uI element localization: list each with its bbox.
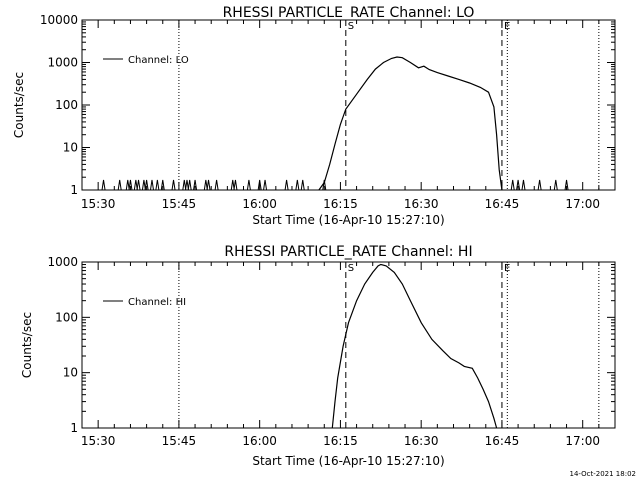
noise-spike: [300, 179, 305, 191]
x-tick-label: 15:45: [162, 197, 197, 211]
marker-label-s: S: [348, 263, 354, 274]
y-tick-label: 1: [70, 421, 78, 435]
noise-spike: [117, 179, 122, 191]
x-tick-label: 16:00: [242, 197, 277, 211]
noise-spike: [125, 179, 130, 191]
noise-spike: [564, 179, 569, 191]
noise-spike: [516, 179, 521, 191]
x-tick-label: 16:45: [485, 434, 520, 448]
noise-spike: [141, 179, 146, 191]
y-tick-label: 10: [63, 366, 78, 380]
hi-channel-panel: RHESSI PARTICLE_RATE Channel: HI Counts/s…: [20, 244, 616, 468]
noise-spike: [537, 179, 542, 191]
y-tick-label: 1: [70, 183, 78, 197]
noise-spike: [206, 179, 211, 191]
y-axis-label: Counts/sec: [12, 72, 26, 138]
x-tick-label: 16:30: [404, 434, 439, 448]
noise-spike: [144, 179, 149, 191]
x-tick-label: 15:30: [81, 434, 116, 448]
legend-label: Channel: LO: [128, 55, 189, 66]
y-axis-label: Counts/sec: [20, 312, 34, 378]
legend-label: Channel: HI: [128, 297, 186, 308]
noise-spike: [257, 179, 262, 191]
lo-channel-panel: RHESSI PARTICLE_RATE Channel: LO Counts/s…: [12, 5, 616, 227]
series-line: [331, 263, 498, 429]
y-tick-label: 10: [63, 141, 78, 155]
noise-spike: [193, 179, 198, 191]
noise-spike: [295, 179, 300, 191]
noise-spike: [101, 179, 106, 191]
noise-spike: [155, 179, 160, 191]
x-axis-label: Start Time (16-Apr-10 15:27:10): [252, 454, 444, 468]
noise-spike: [214, 179, 219, 191]
x-tick-label: 16:30: [404, 197, 439, 211]
noise-spike: [263, 179, 268, 191]
x-tick-label: 16:45: [485, 197, 520, 211]
noise-spike: [510, 179, 515, 191]
noise-spike: [230, 179, 235, 191]
y-tick-label: 1000: [47, 56, 78, 70]
noise-spike: [171, 179, 176, 191]
marker-label-e: E: [504, 263, 510, 274]
noise-spike: [149, 179, 154, 191]
noise-spike: [136, 179, 141, 191]
x-tick-label: 16:00: [242, 434, 277, 448]
x-tick-label: 15:30: [81, 197, 116, 211]
noise-spike: [322, 179, 327, 191]
noise-spike: [553, 179, 558, 191]
y-tick-label: 1000: [47, 255, 78, 269]
x-axis-label: Start Time (16-Apr-10 15:27:10): [252, 213, 444, 227]
y-tick-label: 100: [55, 310, 78, 324]
x-tick-label: 17:00: [565, 434, 600, 448]
noise-spike: [233, 179, 238, 191]
x-tick-label: 16:15: [323, 197, 358, 211]
noise-spike: [182, 179, 187, 191]
noise-spike: [133, 179, 138, 191]
x-tick-label: 16:15: [323, 434, 358, 448]
x-tick-label: 17:00: [565, 197, 600, 211]
chart-title: RHESSI PARTICLE_RATE Channel: HI: [224, 244, 472, 260]
marker-label-e: E: [504, 21, 510, 32]
y-tick-label: 10000: [40, 13, 78, 27]
noise-spike: [187, 179, 192, 191]
plot-frame: [81, 261, 616, 429]
noise-spike: [521, 179, 526, 191]
series-line: [318, 56, 503, 191]
noise-spike: [160, 179, 165, 191]
noise-spike: [184, 179, 189, 191]
noise-spike: [246, 179, 251, 191]
marker-label-s: S: [348, 21, 354, 32]
y-tick-label: 100: [55, 98, 78, 112]
x-tick-label: 15:45: [162, 434, 197, 448]
noise-spike: [203, 179, 208, 191]
generation-timestamp: 14-Oct-2021 18:02: [570, 470, 636, 478]
noise-spike: [284, 179, 289, 191]
chart-title: RHESSI PARTICLE_RATE Channel: LO: [223, 5, 475, 21]
noise-spike: [128, 179, 133, 191]
